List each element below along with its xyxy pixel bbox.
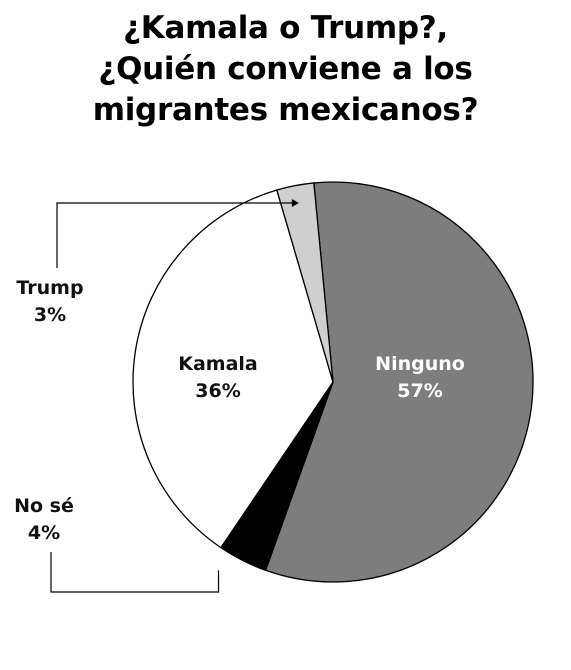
callout-lines — [50, 199, 299, 593]
pie-slice-ninguno — [264, 181, 534, 583]
title-line-3: migrantes mexicanos? — [92, 92, 479, 128]
callout-line-trump — [56, 202, 294, 268]
slice-label-ninguno: Ninguno — [375, 353, 465, 375]
title-line-1: ¿Kamala o Trump?, — [123, 10, 448, 46]
slice-label-kamala: Kamala — [178, 353, 258, 375]
title-line-2: ¿Quién conviene a los — [98, 51, 473, 87]
pie-slice-kamala — [132, 189, 334, 549]
callout-arrowhead-trump — [291, 199, 299, 207]
chart-title: ¿Kamala o Trump?, ¿Quién conviene a los … — [0, 8, 571, 131]
slice-value-trump: 3% — [34, 304, 66, 326]
slice-value-ninguno: 57% — [397, 380, 442, 402]
slice-value-kamala: 36% — [195, 380, 240, 402]
slice-label-no-se: No sé — [14, 495, 74, 517]
slice-label-trump: Trump — [16, 277, 83, 299]
pie-slices — [132, 181, 534, 583]
callout-line-no-se — [50, 552, 220, 593]
slice-labels: Ninguno 57% No sé 4% Kamala 36% Trump 3% — [14, 277, 465, 544]
slice-value-no-se: 4% — [28, 522, 60, 544]
pie-slice-trump — [276, 182, 334, 383]
